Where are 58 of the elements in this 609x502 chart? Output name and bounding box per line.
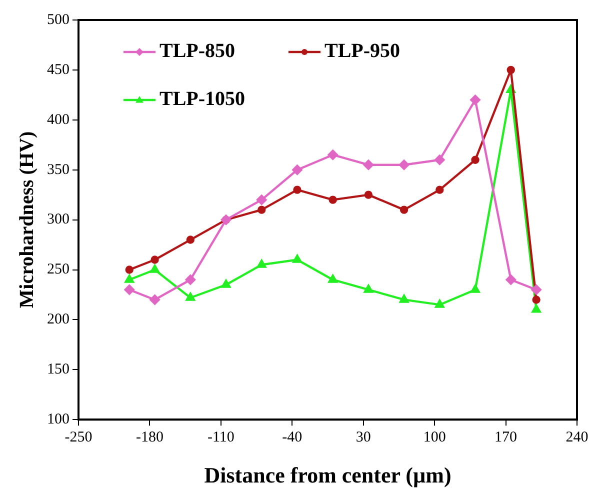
point [364,190,373,199]
y-tick-label: 200 [47,312,70,328]
x-tick-label: 170 [494,430,518,446]
point [257,260,266,268]
point [363,160,374,170]
point [328,274,338,283]
x-axis-title: Distance from center (µm) [204,462,452,488]
point [292,164,302,175]
point [470,284,480,293]
point [124,274,134,283]
point [400,206,408,214]
point [293,186,302,194]
point [399,294,409,303]
point [436,186,444,194]
point [470,94,480,106]
x-tick-label: 100 [423,430,446,446]
point [532,296,540,304]
point [398,160,410,170]
point [150,256,159,264]
point [532,304,541,313]
point [328,196,337,204]
y-axis-title: Microhardness (HV) [16,131,38,308]
point [531,284,542,295]
y-tick-label: 450 [47,62,70,78]
point [506,66,515,74]
point [256,194,267,205]
point [471,156,480,164]
point [185,274,196,285]
x-tick-label: -110 [207,430,234,446]
point [150,294,160,305]
point [434,154,445,165]
point [328,150,338,160]
point [258,206,266,214]
y-tick-label: 350 [47,162,70,178]
point [364,284,374,293]
point [292,254,302,263]
point [186,236,195,244]
point [150,264,160,273]
point [186,292,195,301]
legend-label: TLP-950 [324,40,400,62]
y-tick-label: 100 [47,412,70,428]
point [221,280,231,288]
point [125,266,134,274]
x-tick-label: -250 [64,430,92,446]
y-tick-label: 150 [47,362,70,378]
x-tick-label: -40 [282,430,302,446]
point [435,300,444,308]
y-tick-label: 250 [47,262,70,278]
x-tick-label: 30 [356,430,371,446]
y-tick-label: 400 [47,112,70,128]
x-tick-label: 240 [566,430,588,446]
y-tick-label: 500 [47,12,70,28]
point [506,274,516,285]
point [124,284,134,295]
y-tick-label: 300 [47,212,70,228]
legend-label: TLP-1050 [160,88,246,110]
x-tick-label: -180 [136,430,164,446]
legend-label: TLP-850 [160,40,236,62]
